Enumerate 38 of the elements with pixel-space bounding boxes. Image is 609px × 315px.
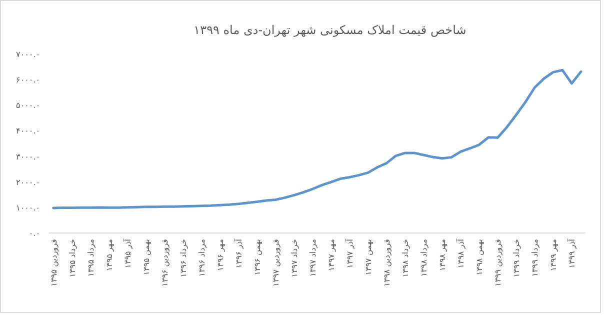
xtick: خرداد ۱۳۹۷ (290, 239, 299, 278)
title: شاخص قیمت املاک مسکونی شهر تهران-دی ماه ۱۳۹۹ (194, 23, 466, 37)
ytick: ۴۰۰۰.۰ (16, 126, 40, 136)
ytick: ۲۰۰۰.۰ (16, 178, 40, 187)
xtick: فروردین ۱۳۹۷ (272, 239, 280, 287)
xtick: بهمن ۱۳۹۵ (142, 239, 151, 276)
xtick: فروردین ۱۳۹۸ (382, 239, 392, 287)
xtick: مرداد ۱۳۹۶ (197, 239, 206, 277)
xtick: خرداد ۱۳۹۵ (68, 239, 77, 278)
xtick: فروردین ۱۳۹۶ (160, 239, 170, 287)
xtick: آذر ۱۳۹۷ (346, 239, 355, 268)
xtick: آذر ۱۳۹۸ (456, 239, 466, 268)
xtick: خرداد ۱۳۹۸ (401, 239, 410, 278)
xtick: آذر ۱۳۹۶ (234, 239, 244, 268)
ytick: ۵۰۰۰.۰ (16, 101, 40, 110)
ytick: ۶۰۰۰.۰ (16, 76, 40, 85)
xtick: بهمن ۱۳۹۶ (252, 239, 262, 276)
xtick: فروردین ۱۳۹۹ (494, 239, 503, 287)
xtick: مرداد ۱۳۹۷ (308, 239, 318, 277)
xtick: بهمن ۱۳۹۸ (475, 239, 484, 276)
ytick: ۷۰۰۰.۰ (16, 50, 40, 59)
ytick: ۳۰۰۰.۰ (16, 152, 40, 162)
xtick: مهر ۱۳۹۸ (438, 239, 448, 272)
xtick: مهر ۱۳۹۵ (104, 239, 114, 272)
xtick: خرداد ۱۳۹۶ (178, 239, 188, 278)
ytick: ۱۰۰۰.۰ (16, 203, 40, 212)
xtick: مرداد ۱۳۹۹ (530, 239, 540, 277)
xtick: مرداد ۱۳۹۵ (86, 239, 96, 277)
xtick: مرداد ۱۳۹۸ (420, 239, 429, 277)
xtick: مهر ۱۳۹۷ (327, 239, 336, 272)
xtick: آذر ۱۳۹۵ (123, 239, 132, 268)
xtick: آذر ۱۳۹۹ (568, 239, 577, 268)
ytick: ۰.۰ (28, 229, 40, 238)
xtick: بهمن ۱۳۹۷ (364, 239, 374, 276)
xtick: فروردین ۱۳۹۵ (49, 239, 58, 287)
xtick: مهر ۱۳۹۶ (216, 239, 225, 272)
xtick: مهر ۱۳۹۹ (549, 239, 558, 272)
xtick: خرداد ۱۳۹۹ (512, 239, 522, 278)
